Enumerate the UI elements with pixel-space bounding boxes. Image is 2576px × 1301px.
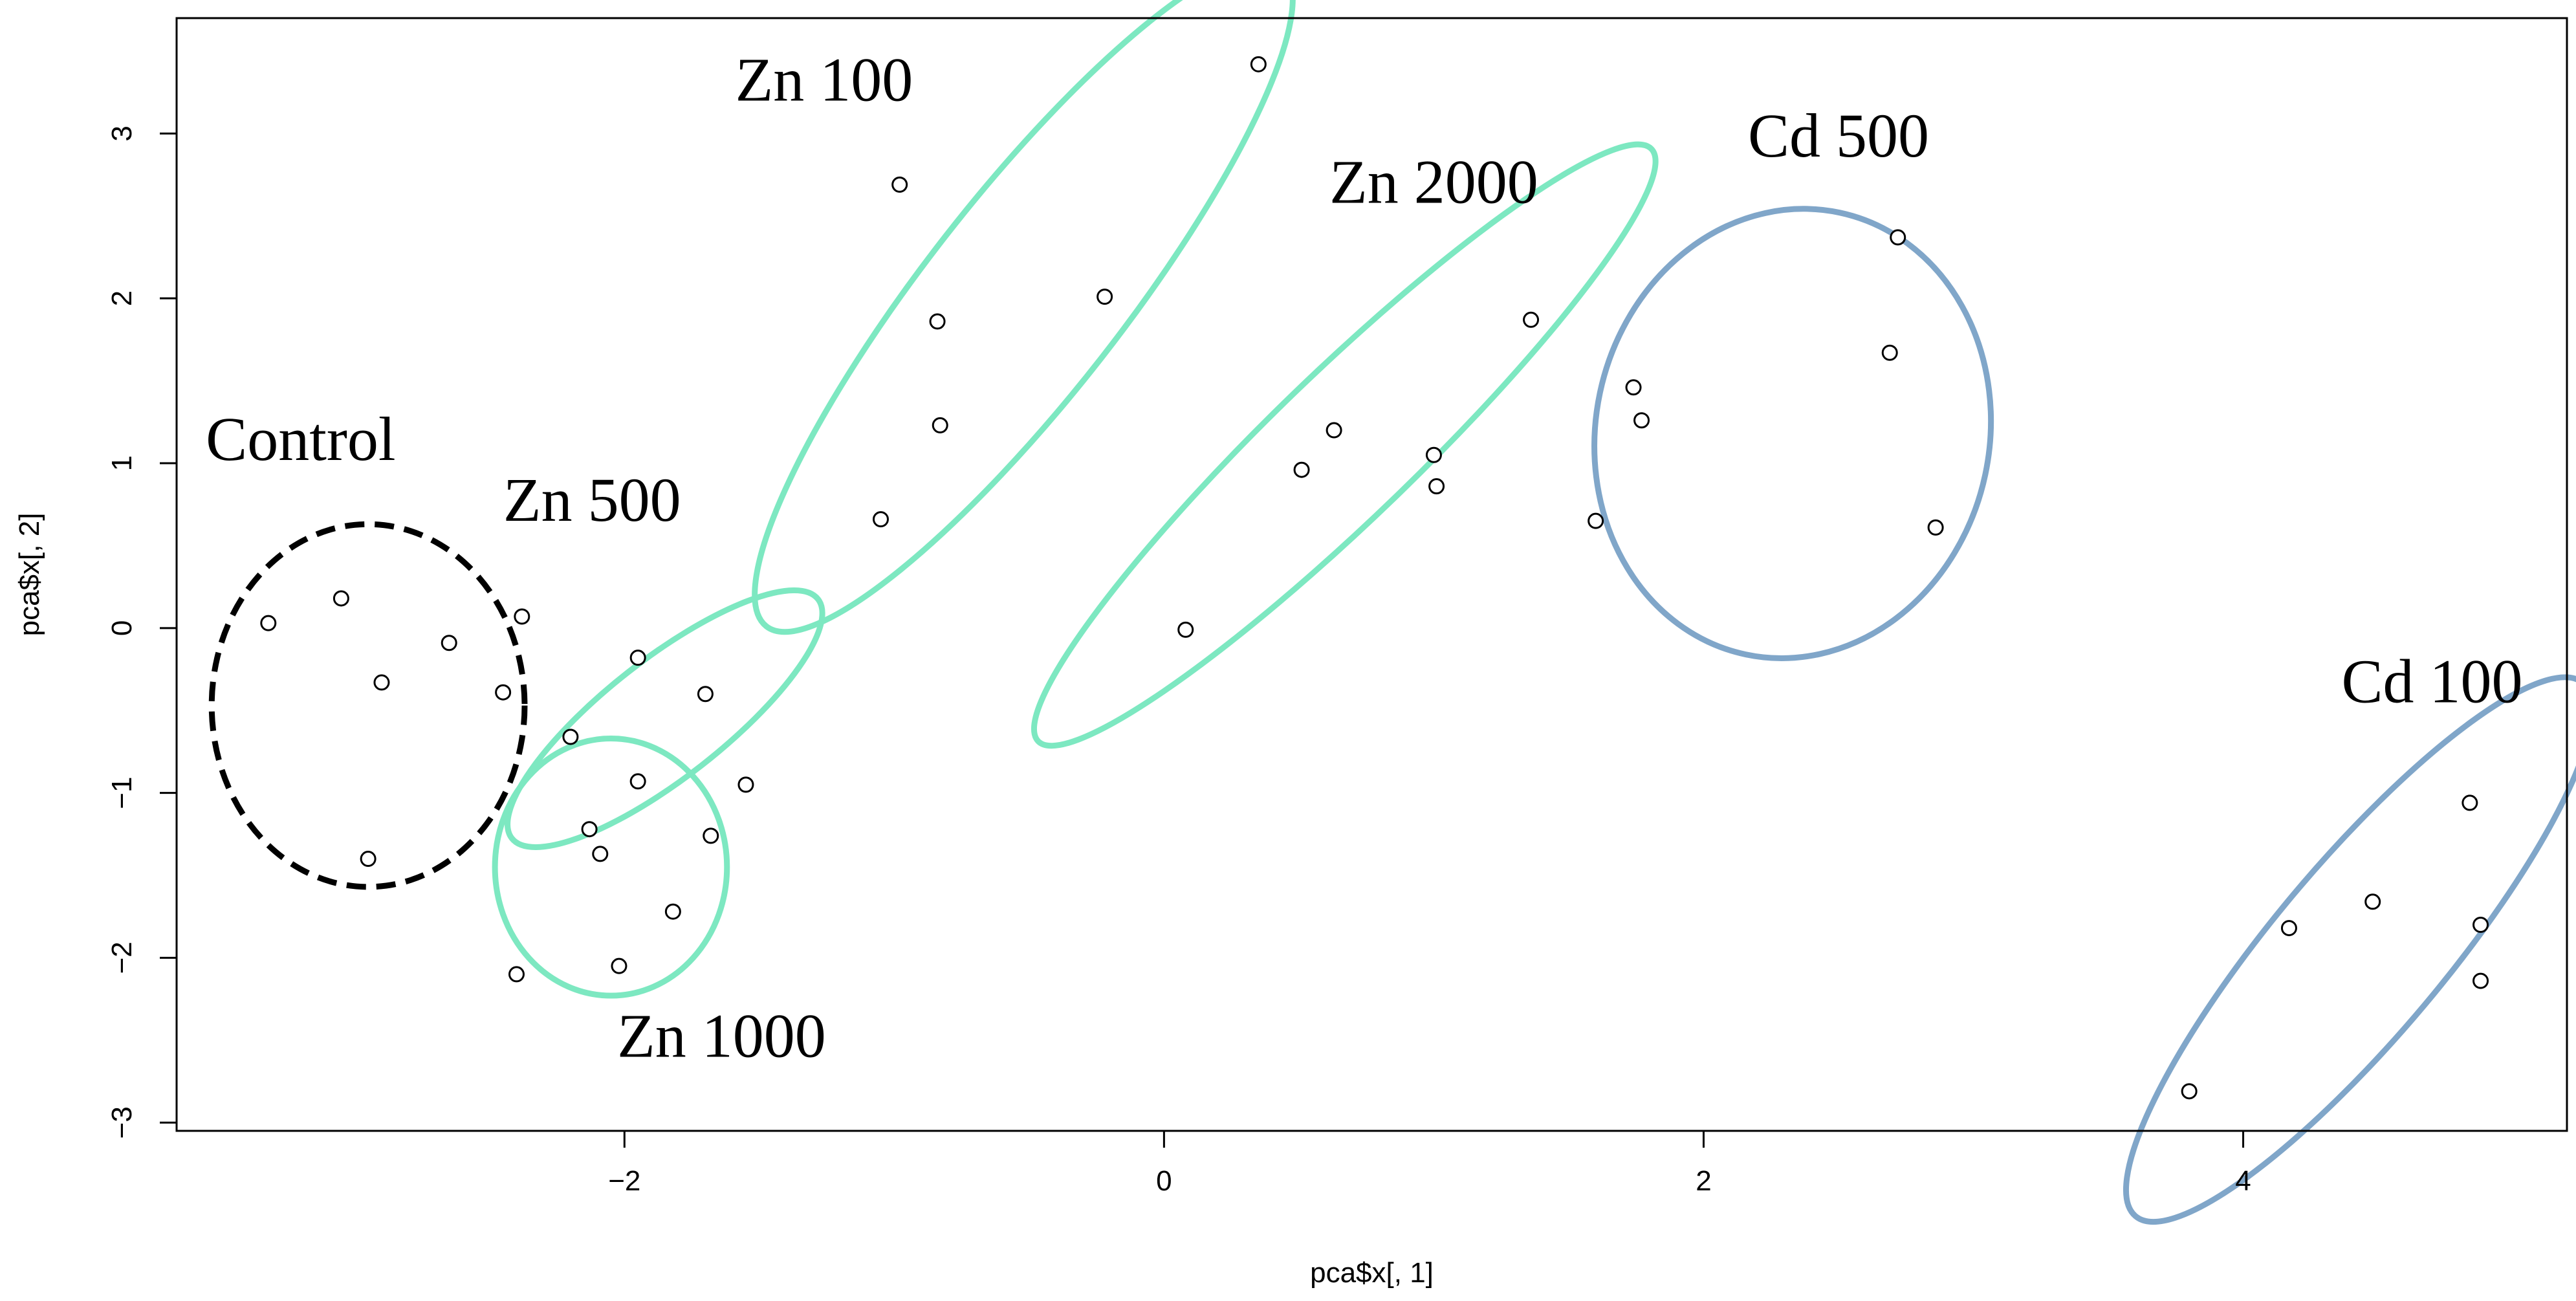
cd-100-label: Cd 100: [2341, 646, 2522, 716]
x-axis-ticks: −2 0 2 4: [608, 1131, 2251, 1197]
zn-2000-label: Zn 2000: [1329, 147, 1538, 216]
zn-100-point: [872, 511, 889, 528]
plot-frame: [175, 17, 2568, 1132]
zn-100-point: [891, 176, 908, 193]
zn-500-point: [737, 776, 754, 793]
zn-500-point: [703, 827, 719, 844]
zn-100-point: [1097, 289, 1113, 305]
group-ellipses: [208, 0, 2576, 1225]
zn-1000-point: [581, 821, 598, 838]
cd-500-point: [1588, 512, 1604, 529]
x-tick-label: −2: [608, 1165, 640, 1197]
cd-500-point: [1881, 344, 1898, 361]
zn-2000-ellipse: [1031, 141, 1659, 749]
zn-1000-point: [508, 966, 525, 983]
zn-500-point: [514, 608, 530, 625]
zn-2000-point: [1293, 461, 1310, 478]
control-point: [441, 635, 457, 651]
zn-2000-point: [1177, 621, 1194, 638]
zn-100-point: [1250, 56, 1267, 72]
cd-100-point: [2280, 920, 2297, 937]
y-tick-label: −1: [106, 777, 138, 809]
zn-1000-point: [629, 773, 646, 790]
control-point: [495, 684, 512, 701]
control-ellipse: [208, 521, 528, 890]
x-tick-label: 2: [1696, 1165, 1711, 1197]
cd-100-point: [2181, 1083, 2198, 1100]
y-tick-label: 3: [106, 126, 138, 141]
y-tick-label: 0: [106, 620, 138, 636]
cd-100-point: [2472, 916, 2489, 933]
zn-1000-ellipse: [492, 736, 730, 999]
control-point: [333, 590, 349, 607]
zn-1000-point: [664, 903, 681, 920]
cd-500-label: Cd 500: [1748, 101, 1929, 170]
cd-500-point: [1633, 412, 1650, 429]
zn-100-label: Zn 100: [736, 45, 913, 114]
control-point: [260, 615, 277, 631]
y-axis-label: pca$x[, 2]: [14, 513, 45, 637]
group-labels: Control Zn 500 Zn 1000 Zn 100 Zn 2000 Cd 500 C…: [206, 45, 2522, 1070]
x-tick-label: 0: [1156, 1165, 1172, 1197]
zn-2000-point: [1523, 311, 1540, 328]
y-tick-label: 2: [106, 290, 138, 306]
x-tick-label: 4: [2235, 1165, 2251, 1197]
control-point: [373, 674, 390, 691]
zn-2000-point: [1425, 446, 1442, 463]
zn-2000-point: [1326, 422, 1342, 439]
cd-500-point: [1890, 229, 1906, 246]
x-axis-label: pca$x[, 1]: [1310, 1257, 1434, 1289]
cd-100-point: [2364, 893, 2381, 910]
cd-100-ellipse: [2123, 674, 2576, 1225]
zn-1000-point: [611, 957, 628, 974]
zn-500-label: Zn 500: [503, 465, 681, 534]
axes: [175, 17, 2568, 1132]
zn-100-ellipse: [752, 0, 1296, 635]
zn-1000-point: [592, 846, 609, 862]
zn-500-point: [629, 650, 646, 666]
zn-500-ellipse: [505, 587, 825, 850]
cd-500-point: [1927, 519, 1944, 536]
zn-2000-point: [1428, 478, 1445, 495]
y-axis-ticks: −3 −2 −1 0 1 2 3: [106, 126, 177, 1139]
zn-100-point: [929, 313, 946, 330]
y-tick-label: −3: [106, 1106, 138, 1139]
cd-100-point: [2461, 794, 2478, 811]
data-points: [260, 56, 2489, 1100]
zn-500-point: [562, 728, 579, 745]
y-tick-label: 1: [106, 455, 138, 471]
zn-500-point: [697, 686, 714, 703]
cd-500-ellipse: [1591, 206, 1994, 661]
cd-100-point: [2472, 972, 2489, 989]
control-point: [360, 851, 377, 868]
y-tick-label: −2: [106, 941, 138, 974]
zn-100-point: [932, 417, 948, 433]
control-label: Control: [206, 404, 395, 474]
zn-1000-label: Zn 1000: [617, 1001, 826, 1070]
cd-500-point: [1625, 379, 1642, 396]
